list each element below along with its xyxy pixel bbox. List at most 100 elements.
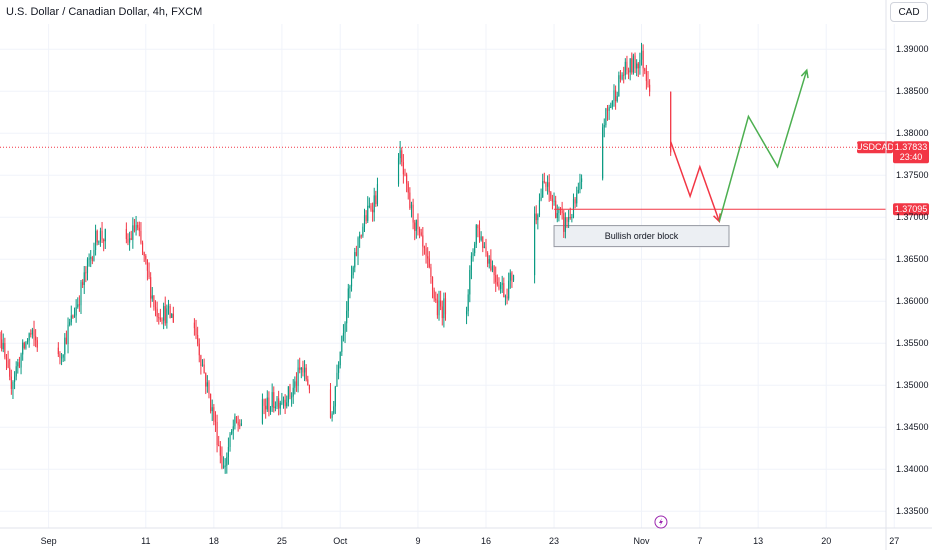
candles bbox=[0, 42, 672, 474]
candle bbox=[60, 352, 63, 366]
candle-body bbox=[300, 367, 302, 370]
candle bbox=[360, 234, 362, 239]
candle bbox=[282, 396, 285, 409]
candle bbox=[550, 191, 552, 201]
candle bbox=[93, 242, 95, 262]
candle-body bbox=[634, 55, 636, 69]
candle-body bbox=[153, 295, 155, 308]
candle bbox=[477, 224, 479, 238]
candle-body bbox=[158, 317, 160, 319]
candle bbox=[438, 290, 440, 321]
candle bbox=[534, 206, 536, 284]
candle-body bbox=[571, 217, 573, 219]
candle bbox=[98, 240, 100, 245]
candle bbox=[158, 313, 160, 325]
candle bbox=[548, 174, 550, 202]
candle-body bbox=[4, 342, 6, 358]
candle bbox=[198, 338, 200, 363]
order-block-label: Bullish order block bbox=[605, 231, 679, 241]
candle-body bbox=[543, 181, 545, 183]
candle-body bbox=[509, 272, 511, 281]
candle-body bbox=[639, 59, 641, 69]
candle-body bbox=[357, 238, 359, 256]
candle-body bbox=[69, 322, 71, 325]
candle-body bbox=[31, 329, 33, 335]
candle bbox=[5, 354, 8, 371]
candle bbox=[478, 220, 481, 243]
candle-body bbox=[491, 266, 494, 271]
candle bbox=[545, 181, 547, 192]
candle-body bbox=[344, 323, 346, 334]
x-tick-label: Sep bbox=[41, 536, 57, 546]
candle-body bbox=[151, 295, 153, 299]
candle-body bbox=[433, 290, 435, 299]
candle bbox=[218, 435, 220, 447]
candle-body bbox=[572, 199, 575, 218]
candle bbox=[140, 222, 142, 245]
candle bbox=[305, 364, 307, 382]
candle-body bbox=[410, 204, 413, 209]
candle-body bbox=[406, 174, 408, 184]
candle bbox=[574, 197, 576, 209]
candle-body bbox=[608, 107, 610, 111]
candle-body bbox=[276, 398, 278, 407]
candle bbox=[613, 84, 615, 107]
candle bbox=[297, 359, 299, 393]
candle bbox=[274, 401, 276, 412]
candle bbox=[474, 241, 476, 257]
candle bbox=[295, 372, 298, 392]
candle-body bbox=[346, 310, 348, 324]
candle bbox=[579, 173, 581, 194]
candle-body bbox=[568, 217, 570, 222]
candle-body bbox=[281, 402, 283, 404]
candle-body bbox=[143, 252, 145, 256]
candle-body bbox=[440, 300, 442, 307]
candle bbox=[639, 52, 641, 75]
x-tick-label: 9 bbox=[415, 536, 420, 546]
candle-body bbox=[331, 413, 333, 418]
candle-body bbox=[644, 68, 646, 72]
candle bbox=[441, 300, 443, 326]
candle bbox=[511, 271, 513, 288]
y-tick-label: 1.34000 bbox=[896, 464, 929, 474]
currency-button[interactable]: CAD bbox=[890, 2, 928, 22]
x-tick-label: Oct bbox=[333, 536, 348, 546]
candle bbox=[407, 181, 409, 200]
candle bbox=[12, 380, 14, 399]
candle-body bbox=[60, 357, 63, 359]
candle bbox=[167, 299, 170, 315]
candle-body bbox=[480, 236, 482, 241]
candle bbox=[409, 187, 411, 210]
candle bbox=[430, 263, 432, 284]
candle bbox=[472, 248, 474, 262]
candle-body bbox=[103, 239, 105, 242]
candle bbox=[231, 428, 233, 436]
candle-body bbox=[352, 267, 354, 276]
candle-body bbox=[279, 402, 281, 409]
candle bbox=[344, 321, 346, 344]
candle-body bbox=[438, 300, 440, 316]
candle-body bbox=[363, 215, 366, 227]
candle bbox=[470, 252, 472, 280]
candle-body bbox=[577, 189, 579, 194]
candle-body bbox=[603, 125, 605, 128]
candle-body bbox=[274, 406, 276, 409]
candle-body bbox=[15, 366, 17, 377]
candle-body bbox=[289, 386, 291, 397]
candle-body bbox=[550, 192, 552, 199]
candle-body bbox=[602, 127, 604, 179]
candle bbox=[303, 360, 306, 382]
candle-body bbox=[148, 270, 150, 278]
lightning-icon[interactable] bbox=[654, 515, 668, 529]
candle bbox=[637, 61, 639, 78]
candle-body bbox=[195, 328, 197, 335]
candle-body bbox=[35, 336, 37, 341]
candle-body bbox=[141, 242, 144, 253]
candle-body bbox=[20, 354, 22, 368]
candle bbox=[498, 277, 500, 291]
candle bbox=[20, 352, 22, 375]
candle bbox=[495, 266, 497, 292]
candle-body bbox=[214, 420, 217, 422]
candle bbox=[216, 414, 218, 453]
